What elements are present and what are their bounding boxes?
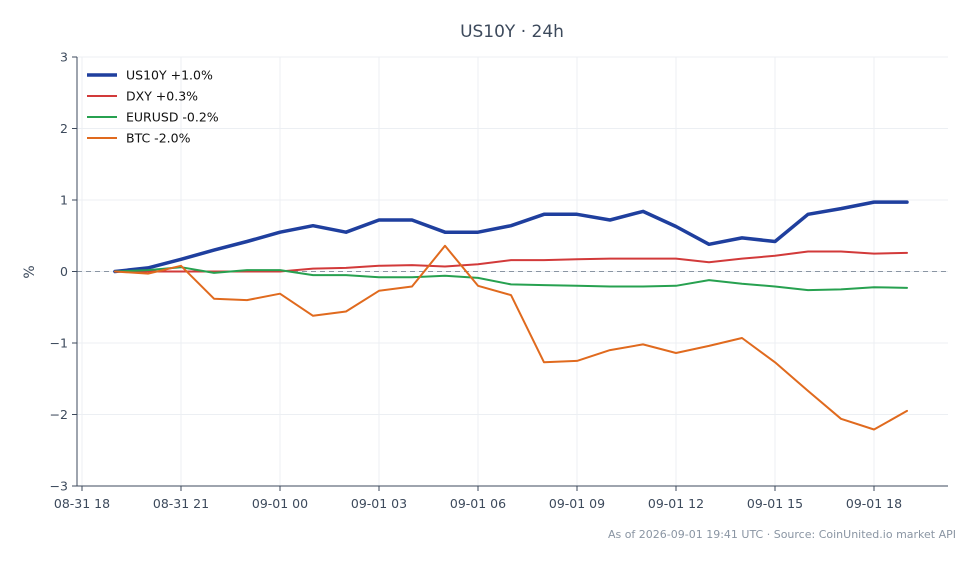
x-tick-label: 08-31 21 [153,496,209,511]
x-tick-label: 09-01 15 [747,496,803,511]
x-tick-label: 09-01 09 [549,496,605,511]
series-line-1 [113,200,909,274]
y-tick-label: 3 [60,50,68,65]
footer-source: As of 2026-09-01 19:41 UTC · Source: Coi… [608,528,956,541]
y-tick-label: −2 [50,407,68,422]
x-tick-label: 09-01 00 [252,496,308,511]
legend: US10Y +1.0% DXY +0.3% EURUSD -0.2% BTC -2.0… [87,68,219,146]
y-tick-label: −3 [50,479,68,494]
legend-label: EURUSD -0.2% [126,110,219,125]
y-tick-label: 2 [60,121,68,136]
y-axis-label: % [22,265,38,278]
legend-label: US10Y +1.0% [126,68,213,83]
x-tick-label: 08-31 18 [54,496,110,511]
x-tick-label: 09-01 18 [846,496,902,511]
x-axis-ticks: 08-31 18 08-31 21 09-01 00 09-01 03 09-01 06… [54,486,902,511]
y-tick-label: −1 [50,336,68,351]
x-tick-label: 09-01 06 [450,496,506,511]
x-tick-label: 09-01 12 [648,496,704,511]
legend-label: BTC -2.0% [126,131,191,146]
series-line-4 [114,244,908,431]
y-tick-label: 0 [60,264,68,279]
series-line-2 [114,250,908,273]
legend-label: DXY +0.3% [126,89,198,104]
y-axis-ticks: −3 −2 −1 0 1 2 3 [50,50,77,494]
series-line-3 [114,266,908,292]
y-tick-label: 1 [60,193,68,208]
chart-title: US10Y · 24h [460,22,564,42]
x-tick-label: 09-01 03 [351,496,407,511]
series-lines [113,200,909,431]
